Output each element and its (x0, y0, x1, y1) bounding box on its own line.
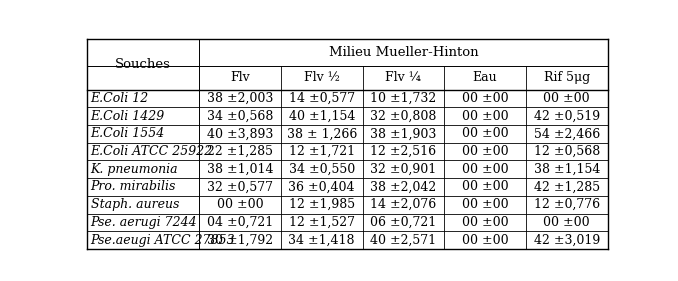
Text: 00 ±00: 00 ±00 (544, 216, 590, 229)
Text: Souches: Souches (115, 58, 172, 71)
Text: 22 ±1,285: 22 ±1,285 (207, 145, 273, 158)
Text: 38 ± 1,266: 38 ± 1,266 (287, 127, 357, 140)
Text: K. pneumonia: K. pneumonia (91, 163, 178, 176)
Text: Milieu Mueller-Hinton: Milieu Mueller-Hinton (329, 46, 478, 59)
Text: 36 ±0,404: 36 ±0,404 (288, 180, 355, 194)
Text: 34 ±0,568: 34 ±0,568 (207, 110, 273, 123)
Text: 12 ±1,985: 12 ±1,985 (289, 198, 355, 211)
Text: 38 ±2,003: 38 ±2,003 (207, 92, 273, 105)
Text: Flv ¼: Flv ¼ (386, 71, 421, 85)
Text: 32 ±0,901: 32 ±0,901 (370, 163, 437, 176)
Text: Flv: Flv (230, 71, 250, 85)
Text: 34 ±1,418: 34 ±1,418 (288, 234, 355, 247)
Text: 06 ±0,721: 06 ±0,721 (370, 216, 437, 229)
Text: 00 ±00: 00 ±00 (462, 163, 508, 176)
Text: 42 ±0,519: 42 ±0,519 (534, 110, 600, 123)
Text: E.Coli ATCC 25922: E.Coli ATCC 25922 (91, 145, 213, 158)
Text: Pse.aeugi ATCC 27853: Pse.aeugi ATCC 27853 (91, 234, 235, 247)
Text: 12 ±1,527: 12 ±1,527 (289, 216, 355, 229)
Text: 00 ±00: 00 ±00 (462, 180, 508, 194)
Text: E.Coli 12: E.Coli 12 (91, 92, 148, 105)
Text: Eau: Eau (473, 71, 498, 85)
Text: Rif 5μg: Rif 5μg (544, 71, 590, 85)
Text: 12 ±0,568: 12 ±0,568 (534, 145, 600, 158)
Text: 38 ±2,042: 38 ±2,042 (370, 180, 437, 194)
Text: 00 ±00: 00 ±00 (462, 110, 508, 123)
Text: 14 ±0,577: 14 ±0,577 (289, 92, 355, 105)
Text: 00 ±00: 00 ±00 (462, 216, 508, 229)
Text: Staph. aureus: Staph. aureus (91, 198, 179, 211)
Text: 00 ±00: 00 ±00 (462, 234, 508, 247)
Text: Flv ½: Flv ½ (304, 71, 340, 85)
Text: 42 ±1,285: 42 ±1,285 (534, 180, 600, 194)
Text: 00 ±00: 00 ±00 (462, 145, 508, 158)
Text: 32 ±0,577: 32 ±0,577 (207, 180, 273, 194)
Text: Pse. aerugi 7244: Pse. aerugi 7244 (91, 216, 197, 229)
Text: E.Coli 1429: E.Coli 1429 (91, 110, 165, 123)
Text: 32 ±0,808: 32 ±0,808 (370, 110, 437, 123)
Text: 04 ±0,721: 04 ±0,721 (207, 216, 273, 229)
Text: 38 ±1,903: 38 ±1,903 (370, 127, 437, 140)
Text: E.Coli 1554: E.Coli 1554 (91, 127, 165, 140)
Text: 40 ±2,571: 40 ±2,571 (370, 234, 437, 247)
Text: 12 ±2,516: 12 ±2,516 (370, 145, 437, 158)
Text: 30 ±1,792: 30 ±1,792 (207, 234, 273, 247)
Text: 40 ±1,154: 40 ±1,154 (289, 110, 355, 123)
Text: Pro. mirabilis: Pro. mirabilis (91, 180, 176, 194)
Text: 38 ±1,154: 38 ±1,154 (534, 163, 600, 176)
Text: 10 ±1,732: 10 ±1,732 (370, 92, 437, 105)
Text: 14 ±2,076: 14 ±2,076 (370, 198, 437, 211)
Text: 00 ±00: 00 ±00 (462, 92, 508, 105)
Text: 12 ±1,721: 12 ±1,721 (289, 145, 355, 158)
Text: 40 ±3,893: 40 ±3,893 (207, 127, 273, 140)
Text: 00 ±00: 00 ±00 (544, 92, 590, 105)
Text: 00 ±00: 00 ±00 (462, 127, 508, 140)
Text: 34 ±0,550: 34 ±0,550 (289, 163, 355, 176)
Text: 54 ±2,466: 54 ±2,466 (534, 127, 600, 140)
Text: 42 ±3,019: 42 ±3,019 (534, 234, 600, 247)
Text: 12 ±0,776: 12 ±0,776 (534, 198, 600, 211)
Text: 00 ±00: 00 ±00 (462, 198, 508, 211)
Text: 38 ±1,014: 38 ±1,014 (207, 163, 273, 176)
Text: 00 ±00: 00 ±00 (217, 198, 263, 211)
